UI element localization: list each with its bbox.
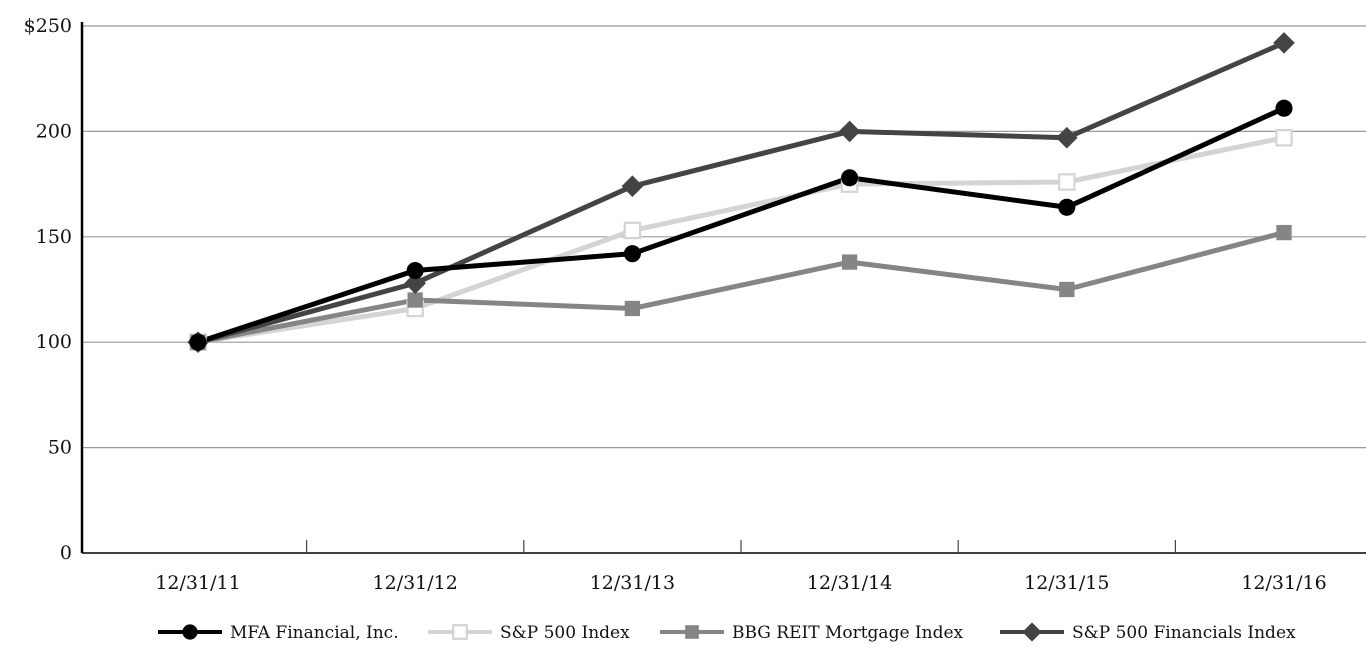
axes: 0 50 100 150 200 $250 12/31/11 12/31/12 12/31/13… — [24, 15, 1366, 594]
data-point-s3-2 — [621, 175, 644, 198]
y-tick-label: 100 — [36, 331, 72, 353]
data-point-s3-4 — [1056, 126, 1078, 149]
legend-marker — [182, 624, 198, 640]
grid-lines — [82, 25, 1366, 449]
data-point-s2-1 — [407, 292, 423, 308]
series-markers — [187, 32, 1295, 353]
data-point-s2-3 — [841, 254, 858, 270]
data-point-s0-1 — [406, 261, 424, 280]
legend-label: S&P 500 Index — [500, 623, 630, 643]
y-tick-label: 200 — [36, 120, 72, 142]
x-tick-label: 12/31/11 — [155, 572, 240, 594]
data-point-s0-5 — [1275, 99, 1293, 117]
x-tick-label: 12/31/12 — [373, 572, 458, 594]
data-point-s1-4 — [1058, 173, 1076, 191]
series-lines — [197, 40, 1286, 345]
legend-marker — [685, 625, 699, 639]
data-point-s1-5 — [1275, 128, 1293, 147]
data-point-s0-3 — [841, 169, 859, 187]
data-point-s3-5 — [1273, 32, 1295, 54]
legend: MFA Financial, Inc. S&P 500 Index BBG REIT… — [158, 622, 1296, 643]
data-point-s3-3 — [838, 120, 861, 143]
series-line-0 — [197, 105, 1286, 345]
data-point-s2-2 — [624, 300, 641, 317]
y-tick-label: $250 — [24, 15, 72, 37]
data-point-s0-0 — [189, 333, 207, 351]
data-point-s0-4 — [1058, 198, 1076, 216]
data-point-s2-4 — [1059, 281, 1075, 298]
series-line-2 — [197, 230, 1285, 345]
data-point-s3-1 — [404, 272, 426, 294]
data-point-s1-2 — [623, 221, 642, 240]
data-point-s2-5 — [1276, 224, 1292, 241]
series-line-1 — [197, 135, 1285, 345]
y-tick-label: 150 — [36, 226, 72, 248]
legend-label: MFA Financial, Inc. — [230, 623, 399, 643]
legend-label: BBG REIT Mortgage Index — [732, 623, 964, 643]
x-tick-label: 12/31/13 — [590, 572, 675, 594]
legend-label: S&P 500 Financials Index — [1072, 623, 1296, 643]
x-tick-label: 12/31/15 — [1024, 572, 1109, 594]
data-point-s0-2 — [623, 245, 641, 263]
y-tick-label: 0 — [60, 542, 72, 564]
x-tick-label: 12/31/14 — [807, 572, 892, 594]
legend-marker — [1022, 622, 1042, 642]
series-line-3 — [197, 40, 1286, 345]
legend-marker — [452, 624, 468, 640]
x-tick-label: 12/31/16 — [1241, 572, 1326, 594]
y-tick-label: 50 — [48, 437, 72, 459]
